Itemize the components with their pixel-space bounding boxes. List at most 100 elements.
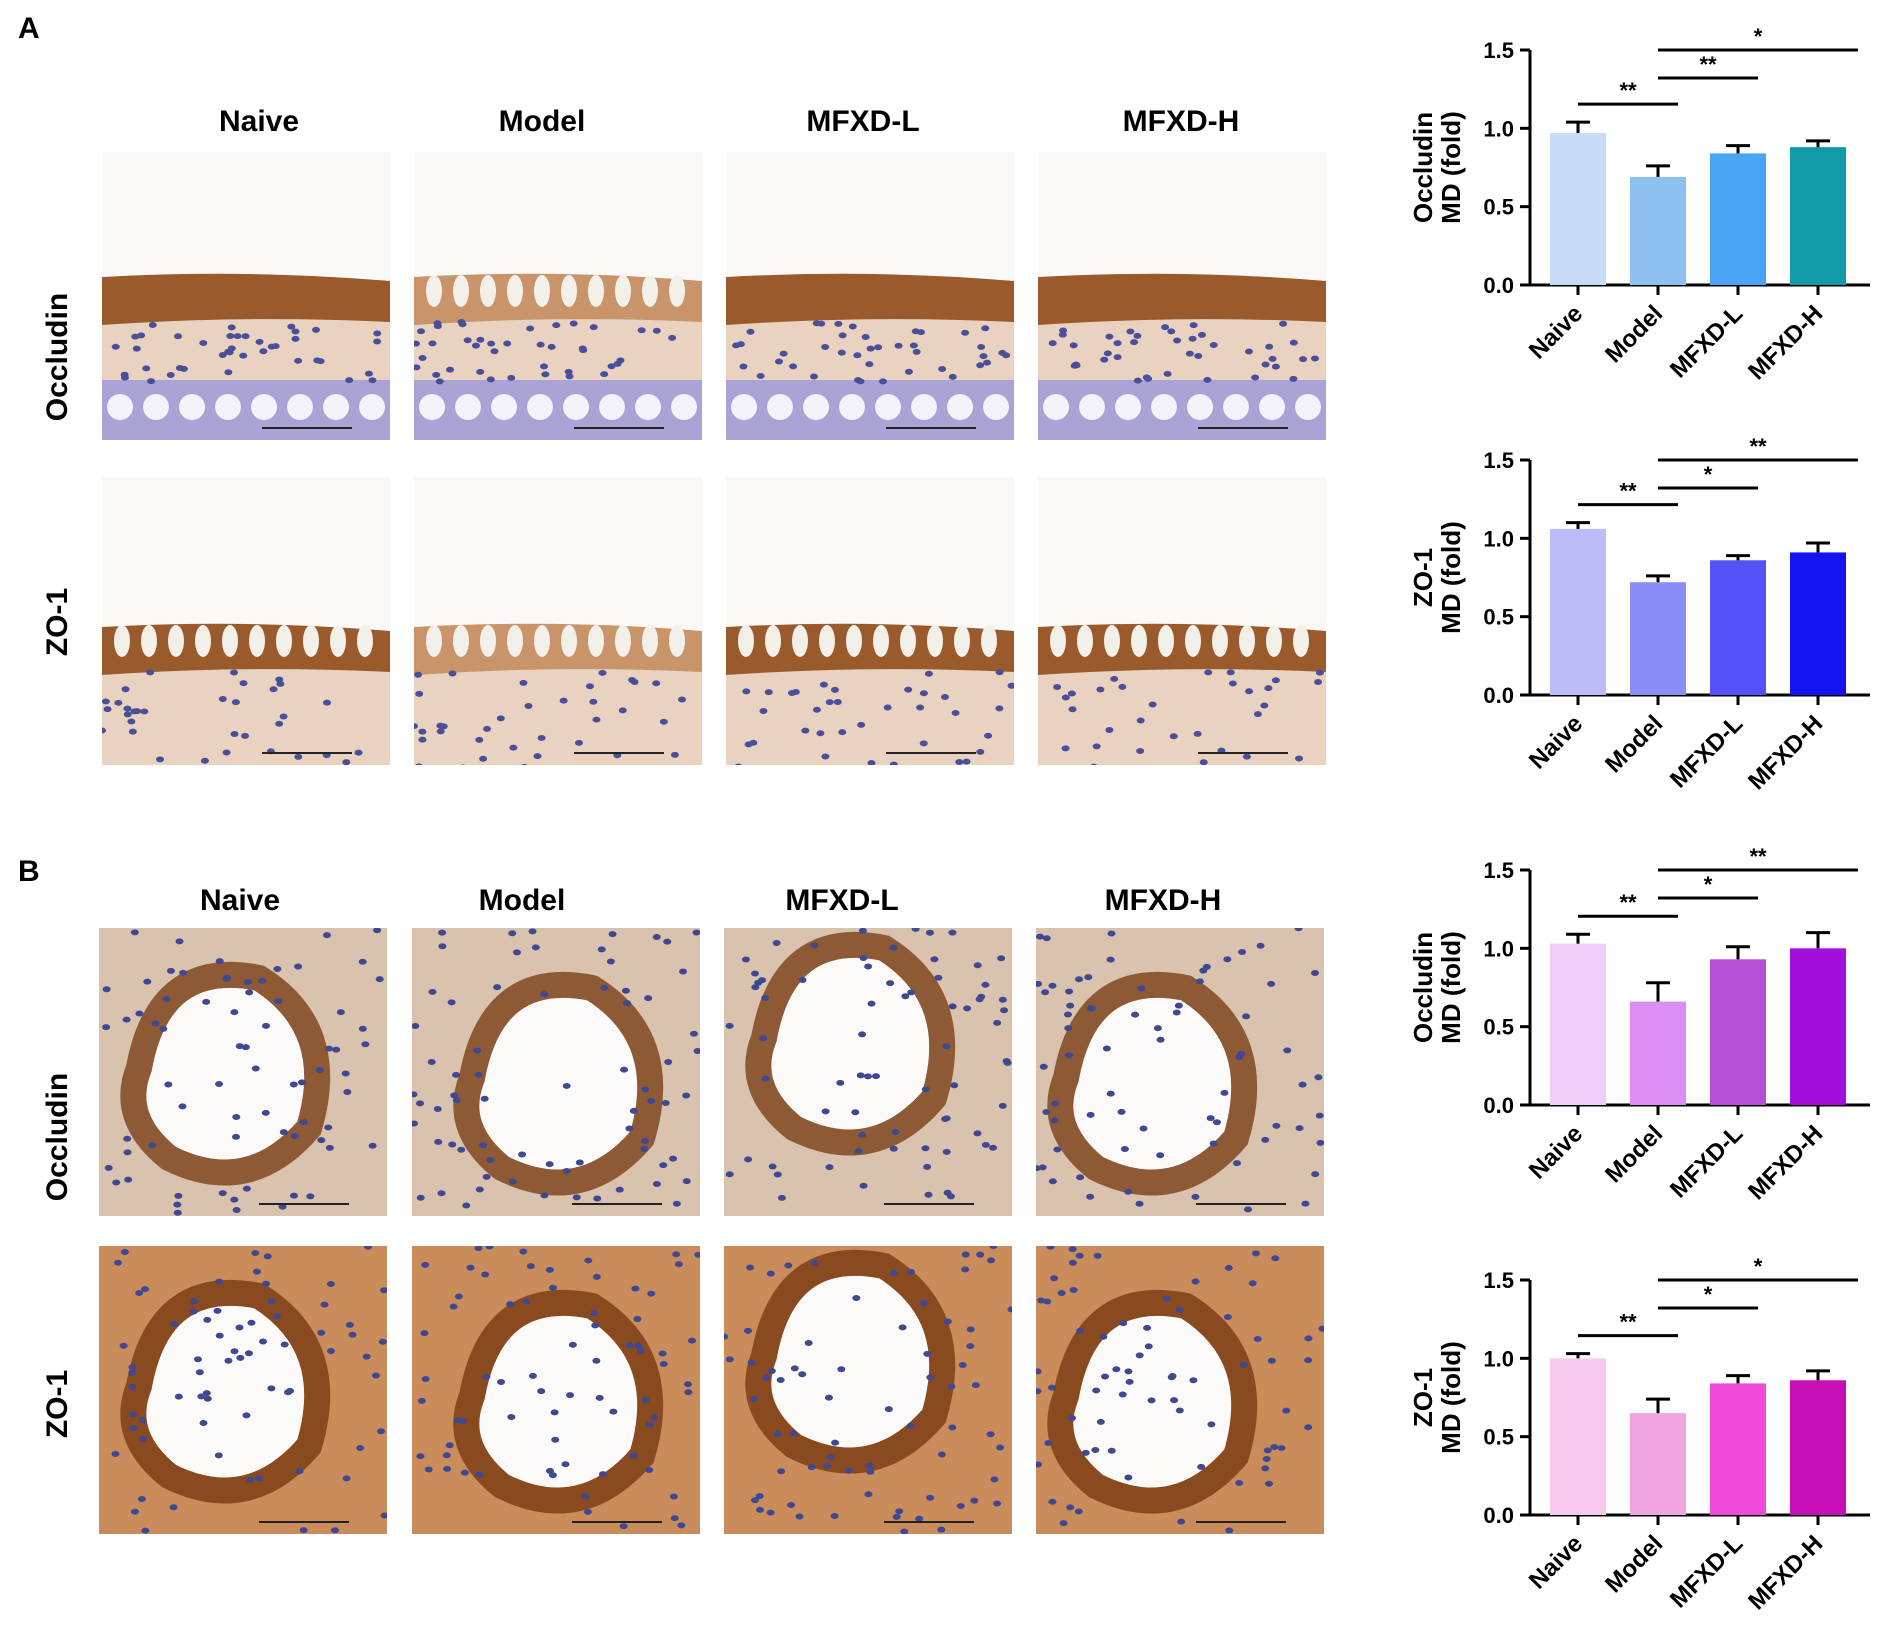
panel-a-col-model: Model [397,105,687,139]
category-label: MFXD-L [1665,300,1748,383]
category-label: MFXD-H [1743,710,1828,795]
y-tick-label: 1.0 [1483,1346,1514,1371]
category-label: Model [1600,300,1668,368]
category-label: Model [1600,1530,1668,1598]
micrograph-image [102,152,390,440]
y-tick-label: 1.5 [1483,858,1514,883]
bar [1550,1358,1606,1515]
significance-label: ** [1619,1310,1637,1335]
category-label: Naive [1524,1120,1588,1184]
significance-label: ** [1619,890,1637,915]
category-label: Model [1600,710,1668,778]
significance-label: ** [1619,479,1637,504]
y-axis-label-unit: MD (fold) [1436,111,1466,224]
y-tick-label: 0.0 [1483,683,1514,708]
category-label: Naive [1524,710,1588,774]
category-label: Naive [1524,300,1588,364]
panel-a-col-mfxd-h: MFXD-H [1036,105,1326,139]
micrograph-image [102,477,390,765]
significance-label: ** [1749,844,1767,869]
panel-a-row-occludin: Occludin [41,257,75,457]
panel-b-col-mfxd-h: MFXD-H [1018,884,1308,918]
y-axis-label: ZO-1 [1408,548,1438,607]
bar [1710,1383,1766,1515]
micrograph-image [412,1246,700,1534]
category-label: MFXD-H [1743,300,1828,385]
y-tick-label: 1.0 [1483,116,1514,141]
bar [1550,529,1606,695]
micrograph-image [412,928,700,1216]
bar [1790,1380,1846,1515]
significance-label: * [1754,24,1763,49]
y-axis-label: Occludin [1408,112,1438,223]
significance-label: * [1704,462,1713,487]
panel-b-row-occludin: Occludin [41,1037,75,1237]
y-axis-label-unit: MD (fold) [1436,931,1466,1044]
panel-a-col-mfxd-l: MFXD-L [718,105,1008,139]
micrograph-image [414,477,702,765]
y-tick-label: 1.5 [1483,38,1514,63]
panel-a-col-naive: Naive [114,105,404,139]
y-tick-label: 0.5 [1483,605,1514,630]
micrograph-image [1036,928,1324,1216]
category-label: MFXD-L [1665,1530,1748,1613]
micrograph-image [724,928,1012,1216]
category-label: MFXD-L [1665,710,1748,793]
category-label: Model [1600,1120,1668,1188]
micrograph-image [724,1246,1012,1534]
bar [1630,1413,1686,1515]
category-label: MFXD-L [1665,1120,1748,1203]
panel-b-row-zo1: ZO-1 [41,1304,75,1504]
micrograph-image [1038,477,1326,765]
significance-label: ** [1699,52,1717,77]
significance-label: * [1704,1282,1713,1307]
micrograph-image [726,477,1014,765]
bar [1550,944,1606,1105]
bar [1550,133,1606,285]
category-label: Naive [1524,1530,1588,1594]
bar [1630,582,1686,695]
micrograph-image [726,152,1014,440]
panel-letter-b: B [18,855,40,889]
micrograph-image [414,152,702,440]
y-tick-label: 0.5 [1483,195,1514,220]
bar [1710,959,1766,1105]
micrograph-image [1038,152,1326,440]
micrograph-image [1036,1246,1324,1534]
y-axis-label: ZO-1 [1408,1368,1438,1427]
category-label: MFXD-H [1743,1530,1828,1615]
panel-b-col-naive: Naive [95,884,385,918]
y-axis-label-unit: MD (fold) [1436,1341,1466,1454]
y-tick-label: 1.5 [1483,448,1514,473]
bar [1630,1002,1686,1105]
panel-b-col-mfxd-l: MFXD-L [697,884,987,918]
panel-b-col-model: Model [377,884,667,918]
panel-a-row-zo1: ZO-1 [41,522,75,722]
micrograph-image [99,928,387,1216]
bar [1630,177,1686,285]
y-tick-label: 0.5 [1483,1425,1514,1450]
category-label: MFXD-H [1743,1120,1828,1205]
y-tick-label: 0.0 [1483,1093,1514,1118]
y-tick-label: 1.5 [1483,1268,1514,1293]
bar [1790,948,1846,1105]
y-tick-label: 0.0 [1483,273,1514,298]
panel-letter-a: A [18,12,40,46]
bar [1790,552,1846,695]
y-axis-label: Occludin [1408,932,1438,1043]
significance-label: ** [1749,434,1767,459]
bar [1790,147,1846,285]
bar [1710,153,1766,285]
micrograph-image [99,1246,387,1534]
y-tick-label: 0.0 [1483,1503,1514,1528]
significance-label: * [1754,1254,1763,1279]
bar [1710,560,1766,695]
